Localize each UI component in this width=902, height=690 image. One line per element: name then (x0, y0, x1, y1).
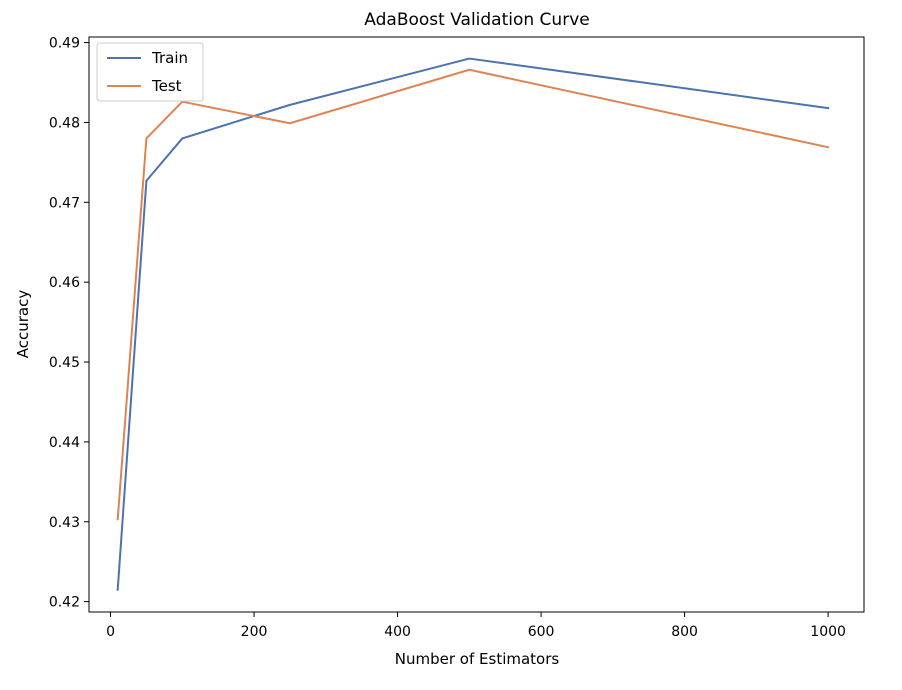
x-tick-label: 600 (528, 624, 555, 640)
plot-area (89, 37, 864, 612)
y-tick-label: 0.47 (49, 195, 80, 211)
x-axis-label: Number of Estimators (395, 650, 560, 668)
y-axis-ticks: 0.42 0.43 0.44 0.45 0.46 0.47 0.48 0.49 (49, 36, 89, 611)
y-tick-label: 0.43 (49, 515, 80, 531)
chart-title: AdaBoost Validation Curve (364, 10, 589, 30)
y-tick-label: 0.49 (49, 36, 80, 52)
legend-label-train: Train (151, 49, 188, 67)
y-tick-label: 0.46 (49, 275, 80, 291)
x-tick-label: 400 (384, 624, 411, 640)
legend-label-test: Test (151, 77, 182, 95)
x-axis-ticks: 0 200 400 600 800 1000 (106, 612, 846, 640)
y-tick-label: 0.48 (49, 115, 80, 131)
series-layer (116, 57, 830, 591)
x-tick-label: 0 (106, 624, 115, 640)
plot-frame (88, 36, 865, 613)
x-tick-label: 200 (241, 624, 268, 640)
y-axis-label: Accuracy (14, 290, 32, 359)
legend: Train Test (96, 42, 204, 102)
y-tick-label: 0.44 (49, 435, 80, 451)
x-tick-label: 800 (671, 624, 698, 640)
y-tick-label: 0.45 (49, 355, 80, 371)
x-tick-label: 1000 (810, 624, 846, 640)
series-line-test (116, 68, 830, 521)
y-tick-label: 0.42 (49, 595, 80, 611)
series-line-train (116, 57, 830, 591)
